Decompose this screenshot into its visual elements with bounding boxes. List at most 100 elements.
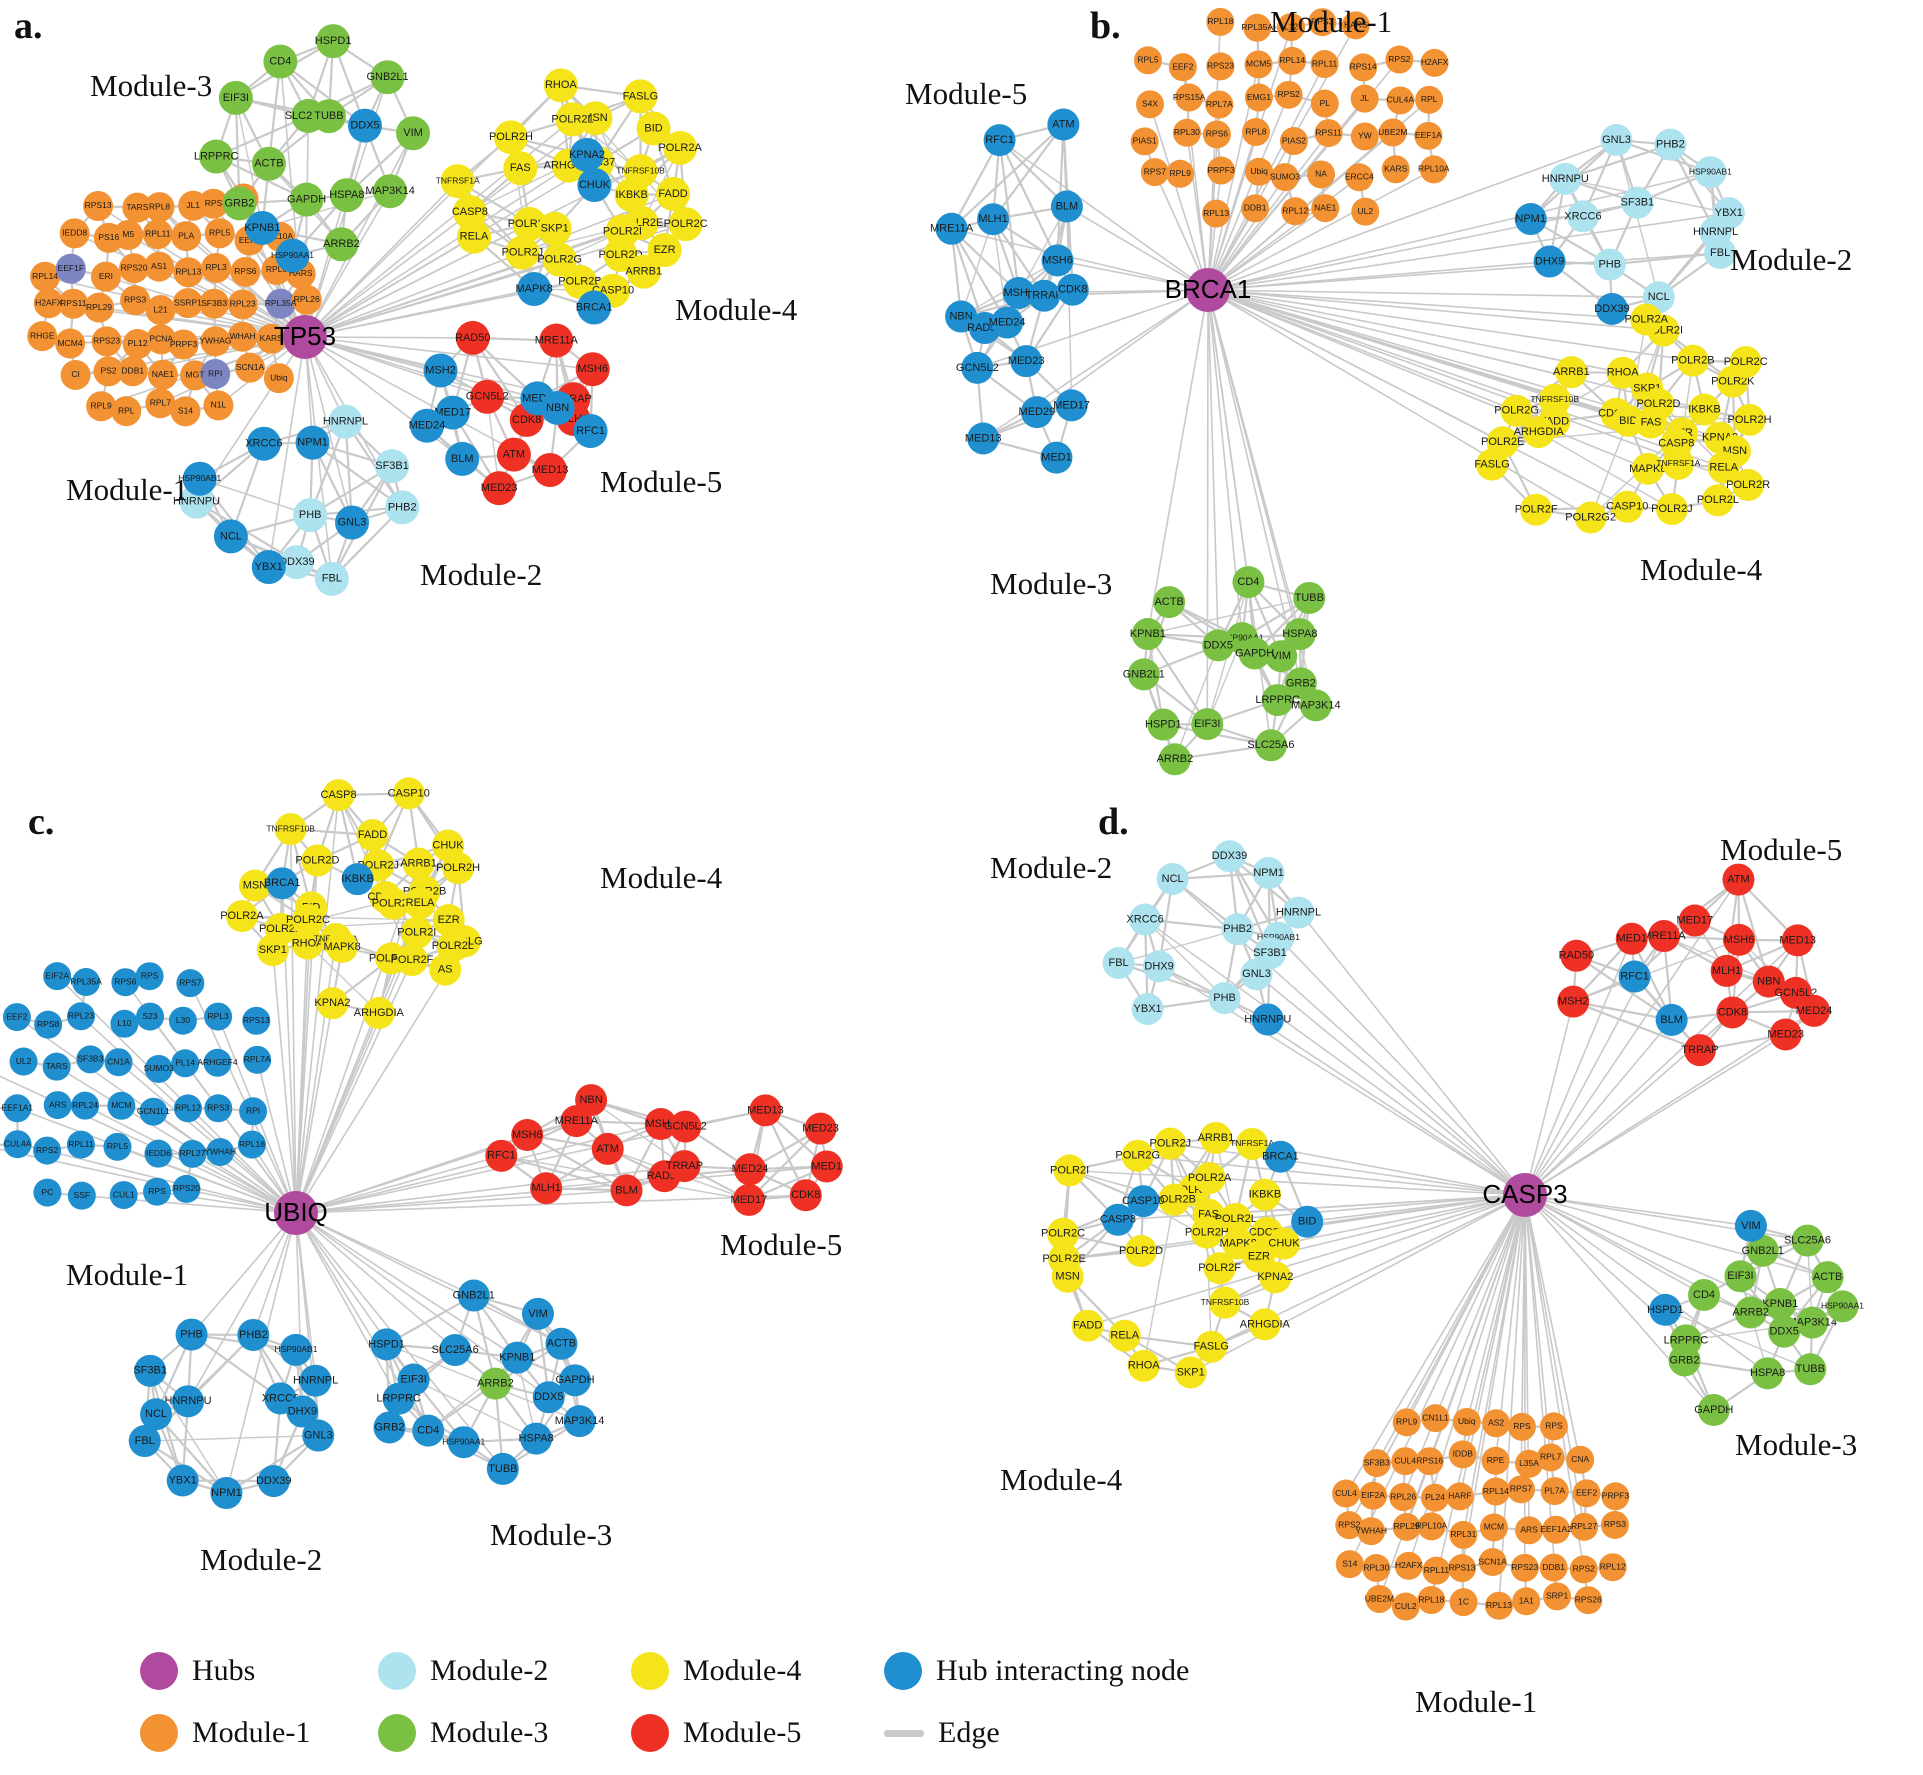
network-node[interactable] <box>1010 345 1043 378</box>
network-node[interactable] <box>347 108 382 143</box>
network-node[interactable] <box>442 852 475 885</box>
network-node[interactable] <box>503 151 538 186</box>
network-node[interactable] <box>517 272 552 307</box>
network-node[interactable] <box>555 102 590 137</box>
network-node[interactable] <box>146 324 177 355</box>
network-node[interactable] <box>1612 404 1645 437</box>
network-node[interactable] <box>111 396 142 427</box>
network-node[interactable] <box>1811 1261 1844 1294</box>
network-node[interactable] <box>1683 1034 1716 1067</box>
network-node[interactable] <box>1175 83 1204 112</box>
network-node[interactable] <box>445 441 480 476</box>
network-node[interactable] <box>1606 356 1639 389</box>
network-node[interactable] <box>1202 629 1235 662</box>
network-node[interactable] <box>83 190 114 221</box>
network-node[interactable] <box>1542 1515 1571 1544</box>
network-node[interactable] <box>1600 1510 1629 1539</box>
network-node[interactable] <box>1507 1475 1536 1504</box>
network-node[interactable] <box>1140 158 1169 187</box>
network-node[interactable] <box>204 1094 233 1123</box>
network-node[interactable] <box>1649 1293 1682 1326</box>
network-node[interactable] <box>1281 197 1310 226</box>
network-node[interactable] <box>382 1382 415 1415</box>
network-node[interactable] <box>199 139 234 174</box>
network-node[interactable] <box>1127 1185 1160 1218</box>
network-node[interactable] <box>234 352 265 383</box>
network-node[interactable] <box>1500 394 1533 427</box>
network-node[interactable] <box>322 779 355 812</box>
network-node[interactable] <box>289 182 324 217</box>
network-node[interactable] <box>732 1183 765 1216</box>
network-node[interactable] <box>286 1395 319 1428</box>
network-node[interactable] <box>1595 292 1628 325</box>
network-node[interactable] <box>1221 913 1254 946</box>
network-node[interactable] <box>66 1002 95 1031</box>
network-node[interactable] <box>362 997 395 1030</box>
network-node[interactable] <box>171 221 202 252</box>
network-node[interactable] <box>1557 985 1590 1018</box>
network-node[interactable] <box>144 251 175 282</box>
network-node[interactable] <box>1618 960 1651 993</box>
network-node[interactable] <box>1391 1592 1420 1621</box>
network-node[interactable] <box>1308 8 1337 37</box>
network-node[interactable] <box>245 210 280 245</box>
network-node[interactable] <box>1195 1330 1228 1363</box>
network-node[interactable] <box>1208 982 1241 1015</box>
network-node[interactable] <box>402 847 435 880</box>
network-node[interactable] <box>404 887 437 920</box>
network-node[interactable] <box>314 561 349 596</box>
network-node[interactable] <box>246 426 281 461</box>
network-node[interactable] <box>279 1333 312 1366</box>
network-node[interactable] <box>279 545 314 580</box>
network-node[interactable] <box>1168 53 1197 82</box>
network-node[interactable] <box>1153 586 1186 619</box>
network-node[interactable] <box>9 1047 38 1076</box>
network-node[interactable] <box>1515 1516 1544 1545</box>
network-node[interactable] <box>1242 118 1271 147</box>
network-node[interactable] <box>1274 80 1303 109</box>
network-node[interactable] <box>1174 1356 1207 1389</box>
network-node[interactable] <box>493 120 528 155</box>
network-node[interactable] <box>33 288 64 319</box>
network-node[interactable] <box>1101 1203 1134 1236</box>
network-node[interactable] <box>1244 83 1273 112</box>
network-node[interactable] <box>1047 1217 1080 1250</box>
network-node[interactable] <box>505 235 540 270</box>
network-node[interactable] <box>1724 1260 1757 1293</box>
network-node[interactable] <box>496 437 531 472</box>
network-node[interactable] <box>1193 1162 1226 1195</box>
network-node[interactable] <box>1707 451 1740 484</box>
network-node[interactable] <box>1798 994 1831 1027</box>
network-node[interactable] <box>84 292 115 323</box>
network-node[interactable] <box>324 227 359 262</box>
network-node[interactable] <box>145 295 176 326</box>
network-node[interactable] <box>67 1181 96 1210</box>
network-node[interactable] <box>614 178 649 213</box>
network-node[interactable] <box>935 212 968 245</box>
network-node[interactable] <box>1621 186 1654 219</box>
network-node[interactable] <box>1053 1154 1086 1187</box>
network-node[interactable] <box>1248 1178 1281 1211</box>
network-node[interactable] <box>1213 840 1246 873</box>
network-node[interactable] <box>1265 640 1298 673</box>
network-node[interactable] <box>251 549 286 584</box>
network-node[interactable] <box>1335 1550 1364 1579</box>
network-node[interactable] <box>1389 1483 1418 1512</box>
network-node[interactable] <box>1510 1553 1539 1582</box>
network-node[interactable] <box>76 1045 105 1074</box>
network-node[interactable] <box>173 257 204 288</box>
network-node[interactable] <box>1394 1551 1423 1580</box>
network-node[interactable] <box>455 320 490 355</box>
network-node[interactable] <box>1206 7 1235 36</box>
network-node[interactable] <box>545 1327 578 1360</box>
hub-node[interactable] <box>274 1191 318 1235</box>
network-node[interactable] <box>1781 924 1814 957</box>
network-node[interactable] <box>144 1054 173 1083</box>
network-node[interactable] <box>656 176 691 211</box>
network-node[interactable] <box>1047 108 1080 141</box>
network-node[interactable] <box>559 1364 592 1397</box>
network-node[interactable] <box>1415 1447 1444 1476</box>
network-node[interactable] <box>1539 1553 1568 1582</box>
network-node[interactable] <box>1365 1585 1394 1614</box>
network-node[interactable] <box>122 192 153 223</box>
